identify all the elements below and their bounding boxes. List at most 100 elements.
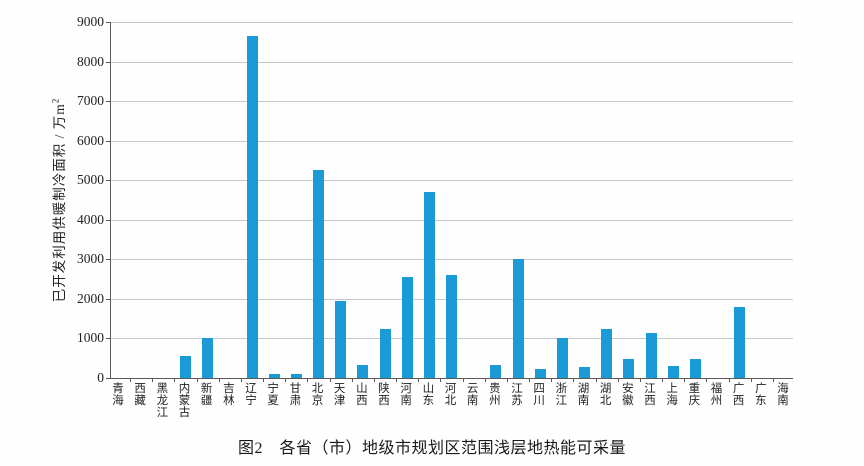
x-axis-label-内蒙古: 内蒙古 [176, 383, 194, 419]
x-axis-label-char: 北 [444, 395, 457, 407]
x-axis-label-char: 吉 [223, 383, 235, 395]
x-axis-label-char: 西 [378, 395, 390, 407]
x-axis-tick [595, 378, 597, 382]
x-axis-label-char: 浙 [555, 383, 568, 395]
x-axis-label-char: 京 [311, 395, 324, 407]
x-axis-label-char: 蒙 [178, 395, 191, 407]
x-axis-label-char: 湖 [599, 383, 612, 395]
x-axis-label-char: 西 [732, 395, 745, 407]
x-axis-label-char: 上 [666, 383, 678, 395]
x-axis-label-char: 甘 [289, 383, 302, 395]
y-axis-tick-label: 8000 [77, 53, 104, 69]
x-axis-label-char: 江 [555, 395, 568, 407]
gridline [111, 22, 793, 23]
x-axis-label-char: 肃 [289, 395, 302, 407]
x-axis-label-char: 海 [777, 383, 789, 395]
x-axis-tick [462, 378, 464, 382]
x-axis-label-广东: 广东 [752, 383, 770, 407]
x-axis-label-新疆: 新疆 [198, 383, 216, 407]
y-axis-tick [106, 219, 111, 221]
y-axis-tick [106, 140, 111, 142]
x-axis-label-char: 福 [710, 383, 723, 395]
bar-江西 [645, 332, 657, 378]
y-axis-tick [106, 378, 111, 379]
plot-area [106, 22, 793, 382]
y-axis-tick-label: 9000 [77, 14, 104, 29]
x-axis-label-char: 古 [178, 407, 191, 419]
x-axis-label-char: 州 [489, 395, 501, 407]
x-axis-label-char: 重 [688, 383, 701, 395]
x-axis-label-char: 北 [599, 395, 612, 407]
y-axis-tick [106, 22, 111, 23]
x-axis-tick [196, 378, 198, 382]
y-axis-tick-label: 4000 [77, 211, 104, 227]
y-axis-tick-label: 0 [97, 370, 104, 385]
x-axis-label-char: 江 [644, 383, 656, 395]
x-axis-label-char: 东 [755, 395, 767, 407]
x-axis-label-char: 云 [466, 383, 479, 395]
x-axis-label-char: 徽 [622, 395, 634, 407]
x-axis-label-辽宁: 辽宁 [242, 383, 260, 407]
bar-内蒙古 [180, 356, 191, 378]
x-axis-label-char: 藏 [134, 395, 146, 407]
x-axis-tick [240, 378, 242, 382]
x-axis-tick [351, 378, 353, 382]
x-axis-tick [307, 378, 309, 382]
bar-贵州 [490, 364, 502, 378]
x-axis-label-江苏: 江苏 [508, 383, 526, 407]
x-axis-label-char: 内 [178, 383, 191, 395]
bar-湖南 [579, 367, 590, 378]
y-axis-tick-label: 5000 [77, 172, 104, 188]
x-axis-label-char: 州 [710, 395, 723, 407]
x-axis-label-甘肃: 甘肃 [286, 383, 304, 407]
y-axis-tick-label: 6000 [77, 132, 104, 148]
x-axis-label-湖北: 湖北 [597, 383, 615, 407]
x-axis-tick [263, 378, 265, 382]
x-axis-label-陕西: 陕西 [375, 383, 393, 407]
x-axis-tick [529, 378, 531, 382]
x-axis-label-char: 山 [356, 383, 368, 395]
x-axis-label-黑龙江: 黑龙江 [153, 383, 171, 419]
x-axis-label-重庆: 重庆 [685, 383, 703, 407]
x-axis-label-char: 庆 [688, 395, 701, 407]
x-axis-label-char: 山 [422, 383, 435, 395]
bar-江苏 [512, 259, 524, 378]
x-axis-label-浙江: 浙江 [552, 383, 570, 407]
x-axis-tick [684, 378, 686, 382]
x-axis-label-char: 川 [533, 395, 545, 407]
x-axis-label-char: 西 [356, 395, 368, 407]
bar-重庆 [689, 359, 701, 378]
x-axis-label-天津: 天津 [331, 383, 349, 407]
x-axis-label-char: 林 [223, 395, 235, 407]
bar-山东 [423, 192, 435, 378]
x-axis-label-char: 南 [577, 395, 590, 407]
y-axis-tick [106, 180, 111, 182]
x-axis-tick [373, 378, 375, 382]
x-axis-label-char: 津 [333, 395, 346, 407]
bar-新疆 [202, 338, 214, 378]
x-axis-tick [639, 378, 641, 382]
x-axis-label-宁夏: 宁夏 [264, 383, 282, 407]
x-axis-tick [772, 378, 774, 382]
bar-四川 [534, 368, 546, 378]
x-axis-label-char: 贵 [489, 383, 501, 395]
x-axis-label-河北: 河北 [442, 383, 460, 407]
bar-浙江 [556, 338, 568, 378]
x-axis-label-char: 东 [422, 395, 435, 407]
x-axis-label-char: 河 [444, 383, 457, 395]
gridline [111, 180, 793, 182]
x-axis-tick [750, 378, 752, 382]
x-axis-label-char: 北 [311, 383, 324, 395]
x-axis-label-char: 辽 [245, 383, 257, 395]
x-axis-label-云南: 云南 [464, 383, 482, 407]
x-axis-tick [329, 378, 331, 382]
bar-山西 [357, 365, 369, 378]
x-axis-label-char: 河 [400, 383, 412, 395]
x-axis-label-上海: 上海 [663, 383, 681, 407]
y-axis-tick [106, 338, 111, 340]
x-axis-label-char: 天 [333, 383, 346, 395]
x-axis-label-char: 海 [112, 395, 124, 407]
x-axis-label-贵州: 贵州 [486, 383, 504, 407]
x-axis-label-北京: 北京 [309, 383, 327, 407]
